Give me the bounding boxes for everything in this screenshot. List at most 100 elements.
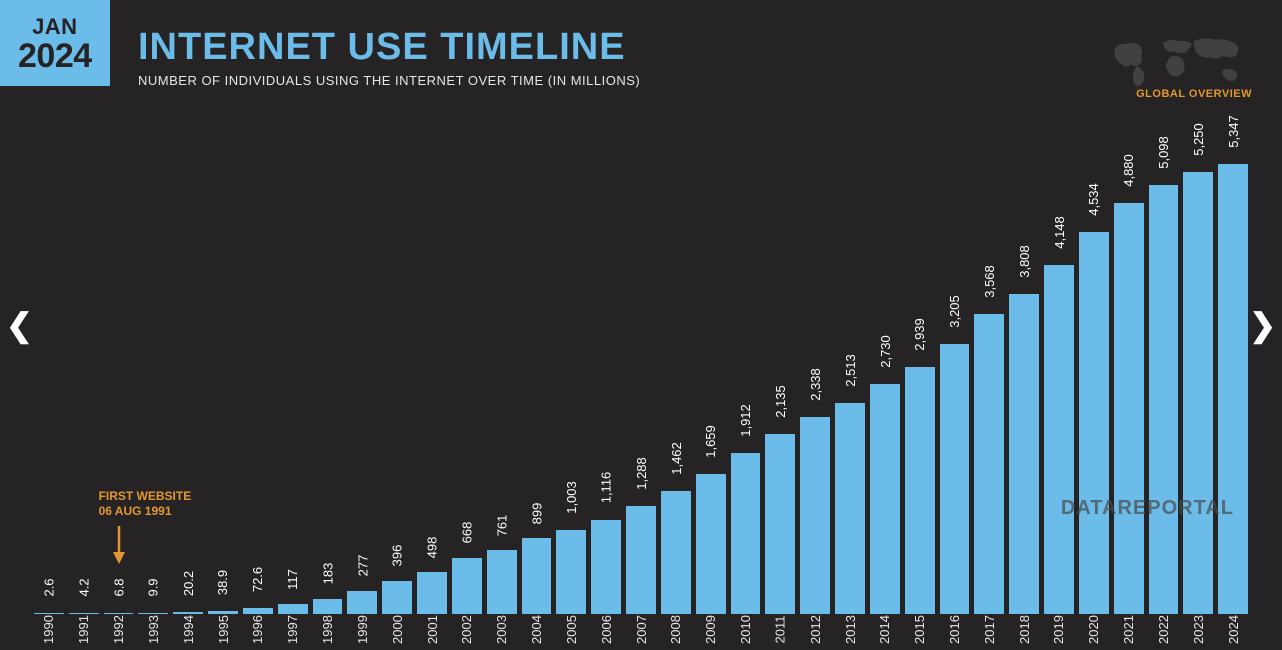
bar (138, 613, 168, 615)
first-website-annotation: FIRST WEBSITE 06 AUG 1991 (99, 489, 192, 520)
bar (556, 530, 586, 614)
bar-value-label: 5,098 (1156, 136, 1171, 169)
bar-wrap: 9.9 (138, 613, 168, 615)
bar-value-label: 72.6 (250, 567, 265, 592)
bar-wrap: 4,148 (1044, 265, 1074, 614)
bar-value-label: 2,939 (912, 318, 927, 351)
bar-wrap: 3,205 (940, 344, 970, 614)
bar-wrap: 2.6 (34, 613, 64, 615)
bar (905, 367, 935, 614)
bar-wrap: 2,730 (870, 384, 900, 614)
year-label: 2014 (870, 618, 900, 640)
bar (69, 613, 99, 615)
bar (173, 612, 203, 614)
bar-value-label: 761 (494, 514, 509, 536)
year-label: 2004 (522, 618, 552, 640)
bar (626, 506, 656, 614)
bar-wrap: 3,808 (1009, 294, 1039, 614)
bar-value-label: 668 (459, 522, 474, 544)
bar-wrap: 72.6 (243, 608, 273, 614)
year-label: 2010 (731, 618, 761, 640)
bar-value-label: 277 (355, 555, 370, 577)
bar-value-label: 38.9 (216, 569, 231, 594)
bar-wrap: 2,513 (835, 403, 865, 614)
year-label: 2012 (800, 618, 830, 640)
bar-value-label: 2,135 (773, 386, 788, 419)
year-label: 1995 (208, 618, 238, 640)
year-label: 2005 (556, 618, 586, 640)
bar (487, 550, 517, 614)
bar-wrap: 1,288 (626, 506, 656, 614)
bar (278, 604, 308, 614)
year-label: 2002 (452, 618, 482, 640)
year-label: 1994 (173, 618, 203, 640)
year-label: 2019 (1044, 618, 1074, 640)
bar-value-label: 1,288 (633, 457, 648, 490)
bar (1149, 185, 1179, 614)
world-map-icon (1106, 28, 1252, 94)
annotation-line1: FIRST WEBSITE (99, 489, 192, 505)
bar-value-label: 4.2 (76, 579, 91, 597)
prev-slide-button[interactable]: ❮ (6, 306, 33, 344)
year-label: 1996 (243, 618, 273, 640)
year-label: 2006 (591, 618, 621, 640)
bar-value-label: 3,568 (982, 265, 997, 298)
bar-value-label: 3,808 (1017, 245, 1032, 278)
bar-wrap: 1,116 (591, 520, 621, 614)
bar-value-label: 1,462 (668, 442, 683, 475)
bar (1114, 203, 1144, 614)
year-label: 1992 (104, 618, 134, 640)
next-slide-button[interactable]: ❯ (1249, 306, 1276, 344)
bar (1044, 265, 1074, 614)
bar-value-label: 498 (425, 536, 440, 558)
bar (940, 344, 970, 614)
year-label: 1990 (34, 618, 64, 640)
year-label: 1997 (278, 618, 308, 640)
year-label: 2016 (940, 618, 970, 640)
year-label: 2011 (765, 618, 795, 640)
bar-wrap: 1,912 (731, 453, 761, 614)
bar (1009, 294, 1039, 614)
bar-wrap: 3,568 (974, 314, 1004, 614)
year-label: 1998 (313, 618, 343, 640)
bar-value-label: 6.8 (111, 579, 126, 597)
header: INTERNET USE TIMELINE NUMBER OF INDIVIDU… (138, 26, 640, 88)
bar (104, 613, 134, 615)
bar (974, 314, 1004, 614)
bar-wrap: 498 (417, 572, 447, 614)
bar-value-label: 2.6 (41, 579, 56, 597)
bar-value-label: 183 (320, 563, 335, 585)
overview-label: GLOBAL OVERVIEW (1136, 88, 1252, 100)
bar-value-label: 4,534 (1086, 184, 1101, 217)
bar-wrap: 2,135 (765, 434, 795, 614)
bar (522, 538, 552, 614)
date-badge: JAN 2024 (0, 0, 110, 86)
bar-wrap: 2,939 (905, 367, 935, 614)
bar-value-label: 396 (390, 545, 405, 567)
bar-wrap: 4,534 (1079, 232, 1109, 614)
bar-wrap: 899 (522, 538, 552, 614)
bar (765, 434, 795, 614)
bar-wrap: 38.9 (208, 611, 238, 614)
year-label: 2024 (1218, 618, 1248, 640)
bar (347, 591, 377, 614)
bar-wrap: 277 (347, 591, 377, 614)
annotation-line2: 06 AUG 1991 (99, 504, 192, 520)
year-label: 2007 (626, 618, 656, 640)
bar-value-label: 899 (529, 503, 544, 525)
bar-wrap: 668 (452, 558, 482, 614)
bar-value-label: 5,347 (1226, 115, 1241, 148)
bar-wrap: 183 (313, 599, 343, 614)
bar-wrap: 396 (382, 581, 412, 614)
year-label: 1991 (69, 618, 99, 640)
year-label: 2008 (661, 618, 691, 640)
bar-value-label: 117 (285, 569, 300, 590)
bar-value-label: 1,659 (703, 426, 718, 459)
year-label: 2018 (1009, 618, 1039, 640)
page-subtitle: NUMBER OF INDIVIDUALS USING THE INTERNET… (138, 73, 640, 88)
bar-wrap: 1,462 (661, 491, 691, 614)
bar (591, 520, 621, 614)
bar-wrap: 117 (278, 604, 308, 614)
year-label: 2017 (974, 618, 1004, 640)
bar-value-label: 4,148 (1051, 216, 1066, 249)
